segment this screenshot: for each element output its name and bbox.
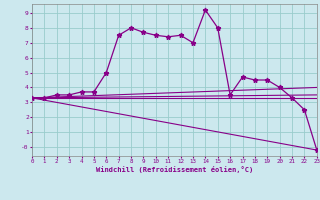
X-axis label: Windchill (Refroidissement éolien,°C): Windchill (Refroidissement éolien,°C) bbox=[96, 166, 253, 173]
